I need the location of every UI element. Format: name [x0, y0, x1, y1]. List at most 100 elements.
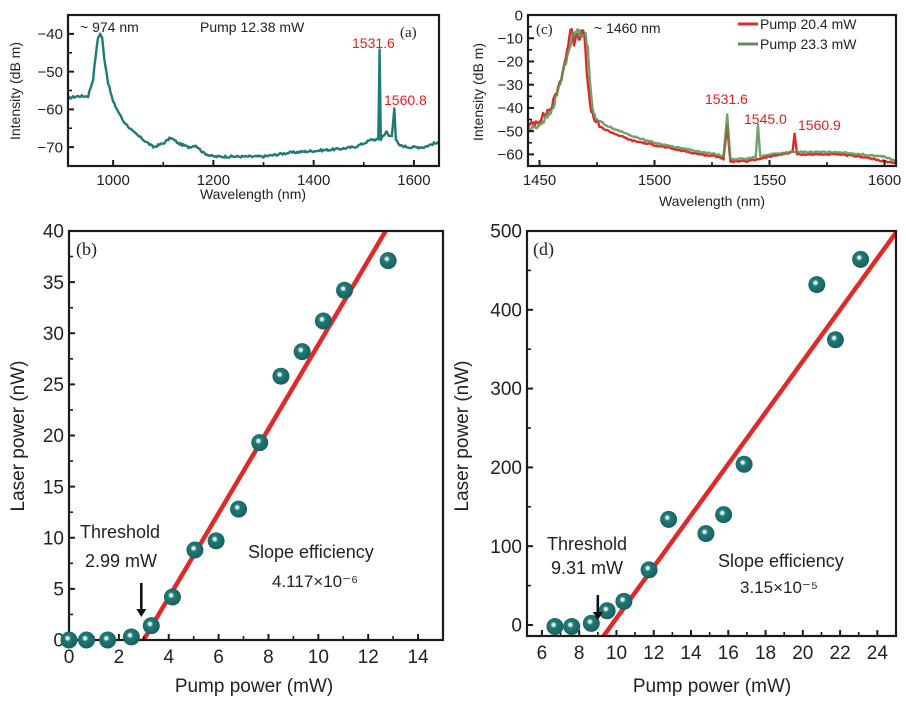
panel-d-x-axis-label: Pump power (mW)	[633, 676, 791, 697]
data-point	[272, 367, 290, 385]
panel-a-x-axis-label: Wavelength (nm)	[200, 186, 306, 202]
y-tick-label: 20	[43, 426, 64, 447]
y-tick-label: 10	[43, 528, 64, 549]
y-tick-label: −10	[498, 30, 523, 47]
y-tick-label: 15	[43, 477, 64, 498]
y-tick-label: −20	[498, 54, 523, 71]
data-point	[60, 631, 78, 649]
data-point	[615, 592, 633, 610]
panel-a-peak-1560-label: 1560.8	[384, 92, 427, 108]
x-tick-label: 14	[680, 643, 702, 664]
linear-fit-line	[141, 231, 388, 640]
y-tick-label: 25	[43, 375, 64, 396]
panel-c-y-axis-label: Intensity (dB m)	[470, 43, 486, 141]
data-point	[336, 281, 354, 299]
data-point	[230, 500, 248, 518]
x-tick-label: 1200	[197, 172, 230, 189]
x-tick-label: 10	[606, 643, 627, 664]
y-tick-label: −30	[498, 77, 523, 94]
panel-d-slope-title: Slope efficiency	[718, 551, 844, 571]
panel-b-laser-power: 0 2 4 6 8 10 12 14 0 5 10 15 20 25 30 35 40 (b) Threshol…	[8, 222, 445, 697]
panel-c-plot-area: 1450 1500 1550 1600 −60 −50 −40 −30 −20 −10 0	[498, 7, 902, 189]
x-tick-label: 0	[64, 647, 75, 668]
data-point	[582, 614, 600, 632]
panel-a-spectrum: 1000 1200 1400 1600 −70 −60 −50 −40 (a) ~ 974 n…	[7, 13, 441, 202]
data-point	[293, 343, 311, 361]
panel-c-peak-1545-label: 1545.0	[744, 111, 787, 127]
y-tick-label: −40	[38, 26, 63, 43]
panel-c-x-axis-label: Wavelength (nm)	[659, 193, 765, 209]
y-tick-label: −50	[38, 64, 63, 81]
x-tick-label: 6	[537, 643, 548, 664]
x-tick-label: 12	[358, 647, 379, 668]
threshold-arrow-icon	[592, 612, 603, 620]
data-point	[640, 561, 658, 579]
data-point	[186, 541, 204, 559]
x-tick-label: 24	[867, 643, 889, 664]
panel-b-y-axis-label: Laser power (nW)	[8, 361, 29, 512]
y-tick-label: 0	[511, 616, 522, 637]
data-point	[77, 631, 95, 649]
x-tick-label: 1600	[868, 172, 901, 189]
panel-b-data-layer	[141, 231, 388, 640]
y-tick-label: −60	[498, 147, 523, 164]
data-point	[251, 434, 269, 452]
panel-b-x-axis-label: Pump power (mW)	[175, 676, 333, 697]
x-tick-label: 10	[308, 647, 329, 668]
panel-c-peak-1531-label: 1531.6	[705, 91, 748, 107]
y-tick-label: 300	[490, 379, 522, 400]
legend-label-pump-23-3: Pump 23.3 mW	[760, 36, 857, 52]
x-tick-label: 12	[643, 643, 664, 664]
data-point	[660, 510, 678, 528]
panel-c-pump-peak-annotation: ~ 1460 nm	[594, 20, 661, 36]
x-tick-label: 1450	[523, 172, 556, 189]
x-tick-label: 1000	[96, 172, 129, 189]
y-tick-label: 0	[53, 631, 64, 652]
panel-a-y-axis-label: Intensity (dB m)	[7, 42, 23, 140]
series-line-pump-23-3-mw	[528, 28, 896, 163]
panel-d-laser-power: 6 8 10 12 14 16 18 20 22 24 0 100 200 300 400 500 (d) T…	[452, 222, 898, 697]
data-point	[563, 618, 581, 636]
y-tick-label: 500	[490, 222, 522, 243]
panel-d-plot-area: 6 8 10 12 14 16 18 20 22 24 0 100 200 300 400 500	[490, 222, 898, 664]
panel-a-data-layer	[68, 32, 439, 159]
panel-d-slope-value: 3.15×10⁻⁵	[740, 578, 818, 597]
x-tick-label: 1400	[297, 172, 330, 189]
y-tick-label: −40	[498, 100, 523, 117]
x-tick-label: 4	[163, 647, 174, 668]
y-tick-label: 0	[515, 7, 523, 24]
y-tick-label: 200	[490, 458, 522, 479]
x-tick-label: 2	[114, 647, 125, 668]
x-tick-label: 8	[263, 647, 274, 668]
panel-a-pump-power-annotation: Pump 12.38 mW	[200, 19, 305, 35]
x-tick-label: 1600	[397, 172, 430, 189]
data-point	[826, 331, 844, 349]
data-point	[163, 588, 181, 606]
y-tick-label: 100	[490, 537, 522, 558]
panel-a-label: (a)	[400, 25, 417, 41]
panel-b-threshold-value: 2.99 mW	[85, 551, 157, 571]
panel-c-spectrum: 1450 1500 1550 1600−60−50−40−30−20−100 (c) …	[470, 7, 901, 209]
data-point	[735, 455, 753, 473]
y-tick-label: 5	[53, 580, 64, 601]
series-line-pump-20-4-mw	[528, 28, 896, 165]
data-point	[142, 617, 160, 635]
panel-c-data-layer	[528, 28, 896, 165]
panel-b-slope-title: Slope efficiency	[248, 542, 374, 562]
panel-b-plot-area: 0 2 4 6 8 10 12 14 0 5 10 15 20 25 30 35 40	[43, 222, 445, 668]
y-tick-label: 40	[43, 222, 64, 243]
x-tick-label: 1550	[753, 172, 786, 189]
x-tick-label: 22	[830, 643, 851, 664]
panel-d-threshold-value: 9.31 mW	[551, 558, 623, 578]
legend-label-pump-20-4: Pump 20.4 mW	[760, 16, 857, 32]
panel-d-axes-frame	[525, 229, 898, 638]
data-point	[122, 628, 140, 646]
x-tick-label: 18	[755, 643, 776, 664]
data-point	[852, 250, 870, 268]
data-point	[207, 532, 225, 550]
y-tick-label: 35	[43, 273, 64, 294]
panel-b-threshold-title: Threshold	[80, 522, 160, 542]
data-point	[379, 252, 397, 270]
x-tick-label: 16	[718, 643, 739, 664]
